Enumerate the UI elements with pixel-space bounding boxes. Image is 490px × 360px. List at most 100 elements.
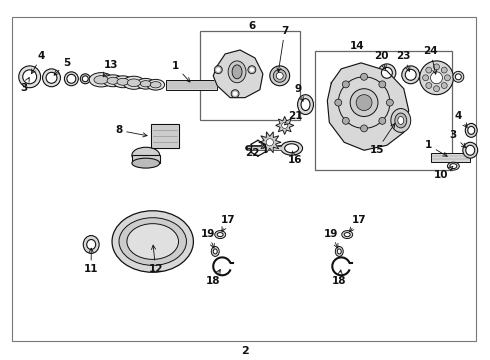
- Ellipse shape: [211, 247, 219, 256]
- Ellipse shape: [398, 117, 404, 125]
- Text: 5: 5: [54, 58, 70, 75]
- Ellipse shape: [150, 82, 161, 88]
- Circle shape: [434, 64, 440, 70]
- Text: 20: 20: [374, 51, 388, 69]
- Circle shape: [379, 117, 386, 124]
- Ellipse shape: [67, 74, 76, 83]
- Text: 18: 18: [206, 270, 220, 286]
- Circle shape: [422, 75, 429, 81]
- Polygon shape: [259, 132, 281, 153]
- Circle shape: [335, 99, 342, 106]
- Circle shape: [266, 139, 273, 146]
- Ellipse shape: [107, 77, 119, 84]
- Circle shape: [426, 82, 432, 89]
- Ellipse shape: [132, 147, 160, 163]
- Circle shape: [444, 75, 450, 81]
- Circle shape: [282, 122, 288, 129]
- Ellipse shape: [123, 76, 145, 89]
- Ellipse shape: [344, 233, 350, 237]
- Circle shape: [233, 91, 237, 96]
- Text: 18: 18: [332, 270, 346, 286]
- Bar: [200, 31, 299, 121]
- Ellipse shape: [455, 74, 461, 80]
- Text: 4: 4: [455, 111, 467, 127]
- Ellipse shape: [342, 231, 353, 239]
- Ellipse shape: [391, 109, 411, 132]
- Bar: [152, 125, 177, 147]
- Ellipse shape: [141, 81, 151, 87]
- Ellipse shape: [132, 158, 160, 168]
- Text: 22: 22: [245, 144, 266, 158]
- Text: 8: 8: [115, 125, 147, 137]
- Circle shape: [387, 99, 393, 106]
- Text: 6: 6: [248, 21, 256, 31]
- Ellipse shape: [127, 224, 178, 260]
- Ellipse shape: [46, 72, 57, 83]
- Ellipse shape: [297, 95, 314, 114]
- Circle shape: [361, 73, 368, 80]
- Circle shape: [248, 66, 256, 74]
- Ellipse shape: [232, 65, 242, 79]
- Ellipse shape: [137, 78, 155, 89]
- Ellipse shape: [23, 70, 37, 84]
- Ellipse shape: [87, 239, 96, 249]
- Ellipse shape: [127, 79, 141, 86]
- Text: 23: 23: [396, 51, 411, 71]
- Circle shape: [361, 125, 368, 132]
- Ellipse shape: [82, 76, 88, 82]
- Ellipse shape: [117, 78, 129, 85]
- Text: 19: 19: [324, 229, 339, 248]
- Ellipse shape: [270, 66, 290, 86]
- Ellipse shape: [103, 75, 123, 87]
- Ellipse shape: [89, 73, 113, 87]
- Ellipse shape: [463, 142, 478, 158]
- Ellipse shape: [119, 218, 187, 265]
- Text: 24: 24: [423, 46, 438, 74]
- Text: 3: 3: [450, 130, 465, 148]
- Bar: [166, 80, 217, 90]
- Text: 13: 13: [103, 60, 118, 77]
- Text: 16: 16: [287, 151, 302, 165]
- Ellipse shape: [285, 144, 298, 153]
- Circle shape: [343, 81, 349, 88]
- Text: 11: 11: [84, 248, 98, 274]
- Circle shape: [426, 67, 432, 73]
- Text: 7: 7: [277, 26, 289, 72]
- Ellipse shape: [80, 74, 90, 84]
- Ellipse shape: [402, 66, 419, 84]
- Ellipse shape: [453, 71, 464, 82]
- Circle shape: [350, 89, 378, 117]
- Ellipse shape: [395, 113, 407, 128]
- Ellipse shape: [466, 145, 475, 155]
- Text: 3: 3: [20, 78, 29, 93]
- Ellipse shape: [419, 61, 453, 95]
- Ellipse shape: [273, 69, 286, 82]
- Ellipse shape: [217, 233, 223, 237]
- Text: 9: 9: [294, 84, 303, 101]
- Ellipse shape: [335, 247, 343, 256]
- Circle shape: [231, 90, 239, 98]
- Ellipse shape: [281, 141, 302, 155]
- Circle shape: [379, 81, 386, 88]
- Text: 19: 19: [201, 229, 216, 248]
- Bar: [151, 125, 178, 148]
- Circle shape: [356, 95, 372, 111]
- Text: 12: 12: [148, 245, 163, 274]
- Ellipse shape: [43, 69, 60, 87]
- Ellipse shape: [378, 64, 396, 82]
- Bar: [316, 51, 452, 170]
- Circle shape: [441, 67, 447, 73]
- Polygon shape: [276, 117, 294, 134]
- Circle shape: [250, 68, 254, 72]
- Ellipse shape: [112, 211, 194, 272]
- Text: 21: 21: [284, 111, 303, 125]
- Ellipse shape: [64, 72, 78, 86]
- Ellipse shape: [94, 76, 108, 84]
- Circle shape: [214, 66, 222, 74]
- Circle shape: [216, 68, 220, 72]
- Circle shape: [431, 72, 442, 84]
- Text: 15: 15: [370, 123, 395, 155]
- Bar: [431, 153, 470, 162]
- Ellipse shape: [450, 164, 457, 168]
- Ellipse shape: [466, 123, 477, 137]
